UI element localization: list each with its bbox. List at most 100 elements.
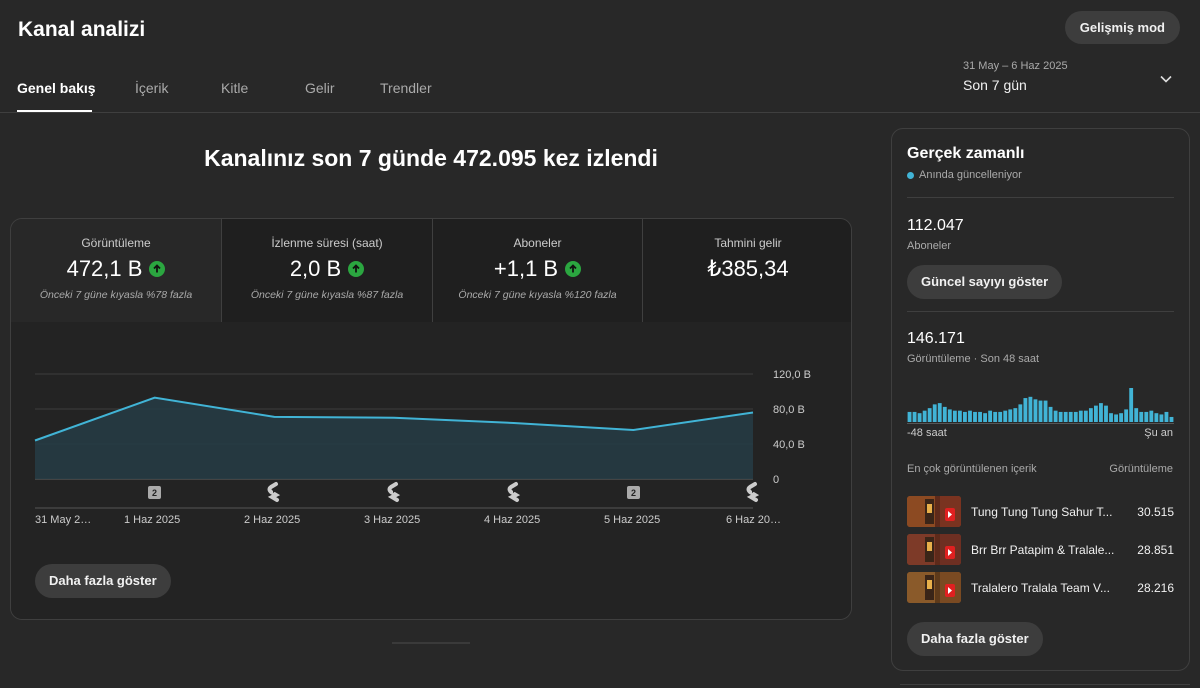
hourly-bar (907, 411, 912, 422)
live-dot-icon (907, 171, 914, 179)
hourly-bar (973, 411, 977, 422)
x-tick-label: 2 Haz 2025 (244, 514, 300, 526)
show-current-count-button[interactable]: Güncel sayıyı göster (907, 265, 1063, 299)
hourly-bar (1114, 414, 1118, 422)
hourly-bar (947, 409, 952, 422)
shorts-icon (387, 482, 401, 502)
date-range-selector[interactable]: 31 May – 6 Haz 2025 Son 7 gün (963, 60, 1068, 93)
hourly-bar (1109, 413, 1113, 422)
hourly-bar (917, 413, 922, 422)
video-views: 28.851 (1137, 543, 1174, 557)
realtime-status-label: Anında güncelleniyor (919, 169, 1022, 181)
x-tick-label: 1 Haz 2025 (124, 514, 180, 526)
top-content-row[interactable]: Tralalero Tralala Team V... 28.216 (907, 572, 1174, 604)
divider (907, 197, 1174, 198)
hourly-bar (937, 403, 942, 422)
hourly-bar (922, 410, 927, 422)
hourly-bar (942, 406, 947, 422)
divider (907, 311, 1174, 312)
video-thumbnail (907, 534, 961, 565)
tab-trends[interactable]: Trendler (380, 80, 432, 96)
hourly-bar (1063, 411, 1068, 422)
tab-audience[interactable]: Kitle (221, 80, 249, 96)
overview-card: Görüntüleme 472,1 B Önceki 7 güne kıyasl… (10, 218, 852, 620)
realtime-views-value: 146.171 (907, 330, 965, 347)
metric-value: ₺385,34 (707, 256, 789, 281)
metric-label: Görüntüleme (81, 236, 151, 250)
hourly-bar (1033, 399, 1038, 422)
bars-baseline (907, 423, 1174, 424)
scroll-indicator (392, 642, 470, 644)
tab-content[interactable]: İçerik (135, 80, 169, 96)
tab-revenue[interactable]: Gelir (305, 80, 335, 96)
x-tick-label: 6 Haz 20… (726, 514, 781, 526)
video-views: 28.216 (1137, 581, 1174, 595)
realtime-subscribers-label: Aboneler (907, 240, 952, 252)
hourly-bar (988, 410, 993, 422)
hourly-bar (1093, 405, 1098, 422)
metric-comparison: Önceki 7 güne kıyasla %87 fazla (250, 289, 404, 301)
top-content-row[interactable]: Brr Brr Patapim & Tralale... 28.851 (907, 534, 1174, 566)
active-tab-indicator (17, 110, 92, 112)
hourly-bar (932, 404, 937, 422)
video-views: 30.515 (1137, 505, 1174, 519)
video-thumbnail (907, 572, 961, 603)
metric-subscribers[interactable]: Aboneler +1,1 B Önceki 7 güne kıyasla %1… (432, 219, 642, 322)
metric-views[interactable]: Görüntüleme 472,1 B Önceki 7 güne kıyasl… (11, 219, 221, 322)
metric-value: 472,1 B (66, 256, 143, 281)
show-more-button[interactable]: Daha fazla göster (35, 564, 171, 598)
y-tick-label: 80,0 B (773, 404, 805, 416)
metric-revenue[interactable]: Tahmini gelir ₺385,34 (642, 219, 851, 322)
views-chart-svg: 0 40,0 B 80,0 B 120,0 B 2 2 31 May 2… 1 Haz 202… (34, 369, 811, 526)
hourly-bar (1018, 404, 1023, 422)
hourly-bar (1008, 409, 1013, 422)
advanced-mode-button[interactable]: Gelişmiş mod (1064, 11, 1180, 44)
hourly-bar (983, 413, 988, 422)
tab-overview[interactable]: Genel bakış (17, 80, 96, 96)
hourly-bar (1119, 413, 1124, 422)
views-chart: 0 40,0 B 80,0 B 120,0 B 2 2 31 May 2… 1 Haz 202… (11, 322, 851, 619)
metric-comparison: Önceki 7 güne kıyasla %120 fazla (458, 289, 617, 301)
hourly-bar (1013, 408, 1018, 422)
upload-count-badge: 2 (627, 486, 640, 499)
hourly-bar (998, 411, 1003, 422)
hourly-bar (1068, 411, 1073, 422)
hourly-bar (1038, 400, 1043, 422)
svg-text:2: 2 (152, 488, 157, 498)
hourly-bar (957, 410, 962, 422)
date-range-dates: 31 May – 6 Haz 2025 (963, 60, 1068, 72)
x-tick-label: 5 Haz 2025 (604, 514, 660, 526)
axis-end-label: Şu an (1144, 427, 1173, 439)
top-content-header: En çok görüntülenen içerik (907, 463, 1037, 475)
video-title: Tralalero Tralala Team V... (971, 581, 1110, 595)
hourly-bar (927, 408, 932, 422)
hourly-bar (1048, 406, 1053, 422)
hourly-bar (1129, 388, 1134, 422)
trend-up-icon (348, 261, 365, 277)
hourly-bar (1058, 411, 1063, 422)
hourly-bar (1099, 403, 1103, 422)
top-content-row[interactable]: Tung Tung Tung Sahur T... 30.515 (907, 496, 1174, 528)
hourly-bar (1124, 409, 1129, 422)
trend-up-icon (149, 261, 166, 277)
svg-text:2: 2 (631, 488, 636, 498)
page-title: Kanal analizi (18, 18, 146, 41)
metric-watch-time[interactable]: İzlenme süresi (saat) 2,0 B Önceki 7 gün… (221, 219, 432, 322)
hourly-bar (963, 411, 967, 422)
hourly-bar (1003, 410, 1008, 422)
realtime-status: Anında güncelleniyor (907, 169, 1022, 181)
y-tick-label: 0 (773, 474, 779, 486)
axis-start-label: -48 saat (907, 427, 947, 439)
overview-headline: Kanalınız son 7 günde 472.095 kez izlend… (204, 145, 658, 171)
divider (900, 684, 1190, 685)
metric-label: İzlenme süresi (saat) (271, 236, 383, 250)
show-more-content-button[interactable]: Daha fazla göster (907, 622, 1043, 656)
realtime-title: Gerçek zamanlı (907, 145, 1025, 162)
hourly-bar (1078, 410, 1083, 422)
date-range-preset: Son 7 gün (963, 77, 1027, 93)
hourly-bar (968, 410, 972, 422)
hourly-bar (912, 411, 917, 422)
upload-count-badge: 2 (148, 486, 161, 499)
chevron-down-icon[interactable] (1159, 72, 1173, 86)
video-thumbnail (907, 496, 961, 527)
